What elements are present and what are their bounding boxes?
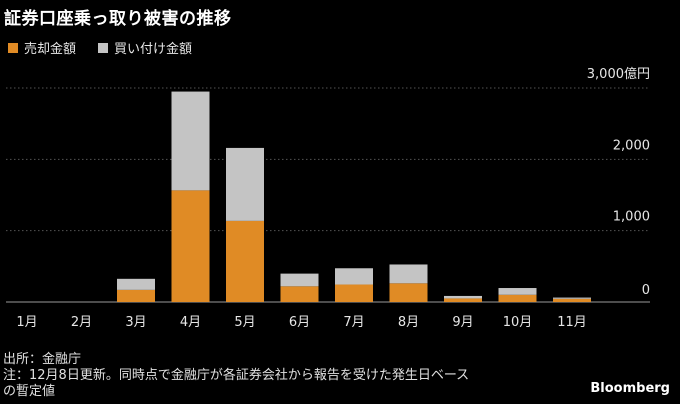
bar-sell-8 [389, 283, 428, 302]
chart-title: 証券口座乗っ取り被害の推移 [4, 9, 232, 29]
bar-sell-7 [335, 284, 373, 302]
legend-label-sell: 売却金額 [24, 42, 77, 57]
x-tick-label-3: 3月 [125, 315, 146, 330]
bar-sell-10 [498, 294, 537, 302]
legend-item-sell: 売却金額 [8, 38, 76, 57]
bar-sell-11 [553, 298, 591, 302]
y-tick-label-3000: 3,000億円 [587, 66, 650, 82]
bar-buy-10 [498, 288, 537, 295]
bar-buy-4 [171, 91, 210, 191]
footer-notes: 出所：金融庁 注：12月8日更新。同時点で金融庁が各証券会社から報告を受けた発生… [3, 352, 469, 400]
x-tick-label-8: 8月 [398, 315, 419, 330]
legend-swatch-buy [98, 42, 109, 53]
bar-buy-8 [389, 264, 428, 284]
x-tick-label-10: 10月 [503, 315, 533, 330]
bar-sell-6 [280, 286, 319, 302]
source-note: 出所：金融庁 [3, 352, 82, 367]
bar-sell-9 [444, 298, 482, 302]
legend-item-buy: 買い付け金額 [98, 38, 192, 57]
bloomberg-logo: Bloomberg [590, 381, 670, 396]
bar-buy-6 [280, 273, 319, 287]
x-tick-label-2: 2月 [71, 315, 92, 330]
y-tick-label-1000: 1,000 [613, 210, 650, 225]
bar-sell-3 [117, 289, 155, 302]
x-tick-label-7: 7月 [343, 315, 364, 330]
y-tick-label-2000: 2,000 [613, 138, 650, 153]
bar-sell-4 [171, 190, 210, 302]
bar-chart: 0 1,000 2,000 3,000億円 1月 2月 3月 4月 5月 6月 7月 8月 9月 10月 1… [6, 66, 650, 330]
x-tick-label-11: 11月 [557, 315, 587, 330]
x-tick-label-4: 4月 [180, 315, 201, 330]
y-tick-label-0: 0 [642, 283, 650, 298]
legend-label-buy: 買い付け金額 [114, 42, 193, 57]
bar-buy-7 [335, 268, 373, 285]
bar-buy-5 [226, 147, 264, 221]
bar-sell-5 [226, 220, 264, 302]
x-tick-label-9: 9月 [452, 315, 473, 330]
footnote-line-1: 注：12月8日更新。同時点で金融庁が各証券会社から報告を受けた発生日ベース [3, 368, 470, 383]
x-tick-label-1: 1月 [16, 315, 37, 330]
x-tick-label-5: 5月 [234, 315, 255, 330]
bar-buy-3 [117, 278, 155, 290]
legend: 売却金額 買い付け金額 [8, 38, 214, 57]
footnote-line-2: の暫定値 [3, 384, 56, 399]
x-tick-label-6: 6月 [289, 315, 310, 330]
legend-swatch-sell [8, 42, 18, 53]
bar-buy-11 [553, 297, 591, 299]
bar-buy-9 [444, 295, 482, 299]
